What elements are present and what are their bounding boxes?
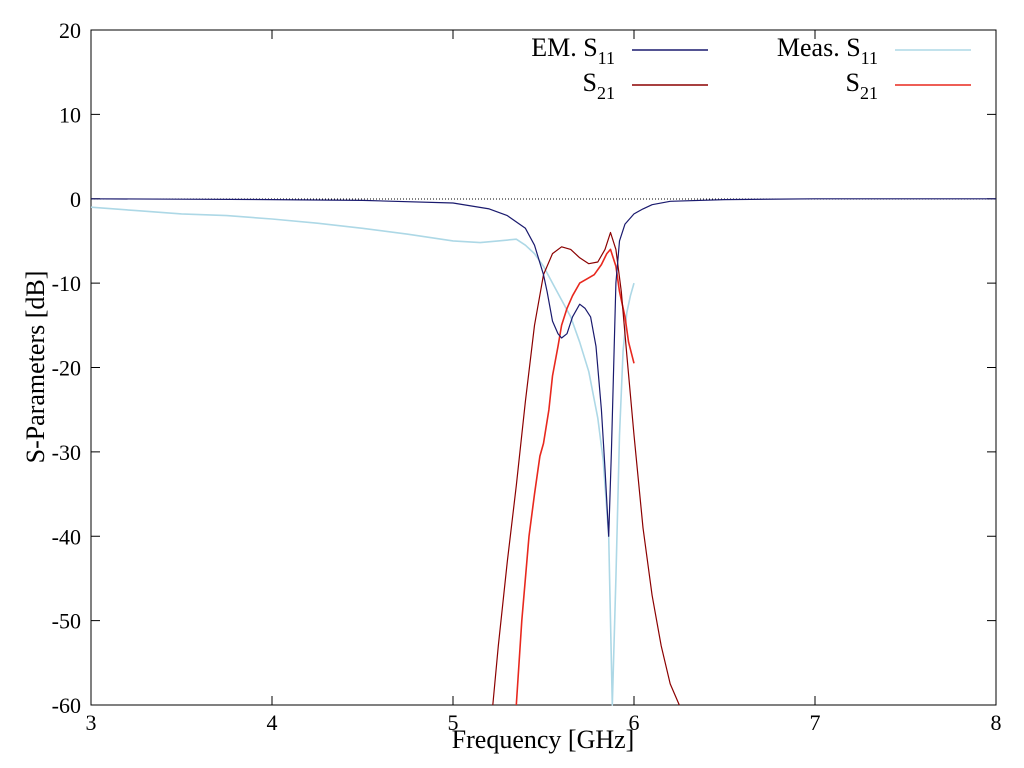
legend-label: S21 (846, 68, 878, 103)
y-tick-label: 20 (59, 18, 81, 43)
series-line-1 (492, 231, 680, 706)
x-tick-label: 3 (86, 710, 97, 735)
legend-label: Meas. S11 (777, 33, 878, 68)
y-tick-label: -30 (52, 440, 81, 465)
legend-label-main: EM. S (531, 33, 597, 62)
legend-label-subscript: 21 (860, 83, 878, 103)
y-tick-label: -40 (52, 524, 81, 549)
y-tick-label: -60 (52, 693, 81, 718)
legend-label-main: Meas. S (777, 33, 861, 62)
data-series (90, 198, 996, 706)
legend-label-subscript: 21 (597, 83, 615, 103)
x-tick-label: 8 (991, 710, 1002, 735)
y-axis-title: S-Parameters [dB] (21, 271, 50, 464)
y-tick-label: 0 (70, 187, 81, 212)
x-axis-title: Frequency [GHz] (452, 725, 635, 754)
axis-ticks: 3 4 5 6 7 8 20 10 0 -10 -20 -30 -40 -50 -60 (52, 18, 1002, 735)
series-line-3 (515, 248, 635, 706)
y-tick-label: -50 (52, 609, 81, 634)
legend-label-subscript: 11 (861, 48, 878, 68)
legend-label-subscript: 11 (598, 48, 615, 68)
plot-frame (90, 29, 997, 706)
y-tick-label: 10 (59, 102, 81, 127)
legend-label: S21 (583, 68, 615, 103)
series-line-0 (90, 198, 996, 537)
legend-label: EM. S11 (531, 33, 615, 68)
x-tick-label: 4 (267, 710, 278, 735)
series-line-2 (90, 206, 635, 706)
x-tick-label: 6 (629, 710, 640, 735)
legend-label-main: S (583, 68, 597, 97)
x-tick-label: 7 (810, 710, 821, 735)
y-tick-label: -20 (52, 356, 81, 381)
x-tick-label: 5 (448, 710, 459, 735)
legend-label-main: S (846, 68, 860, 97)
y-tick-label: -10 (52, 271, 81, 296)
